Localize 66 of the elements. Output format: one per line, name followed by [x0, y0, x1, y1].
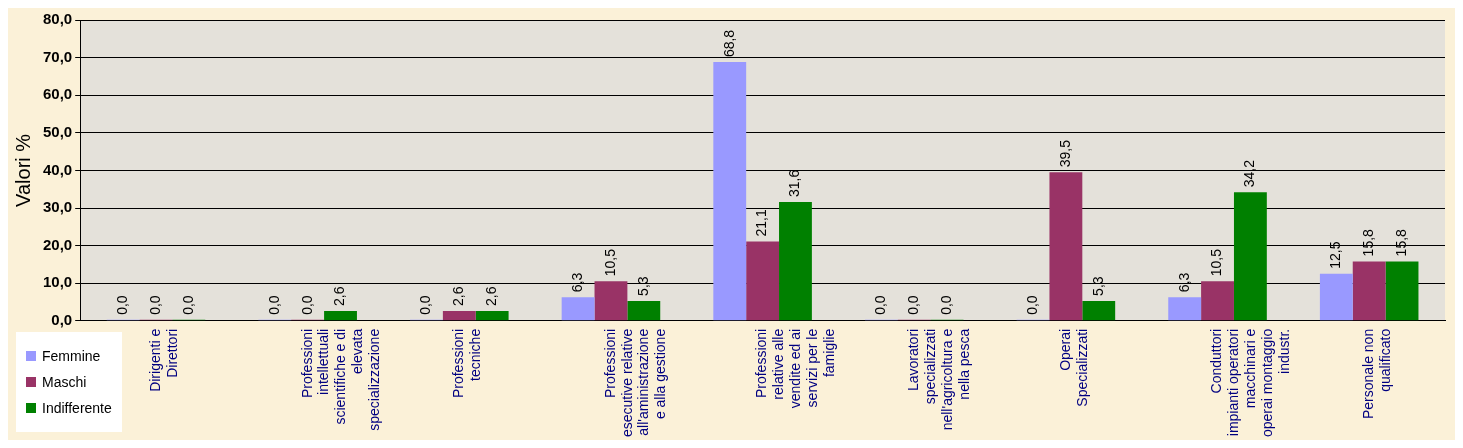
data-label: 0,0 [937, 295, 954, 315]
data-label: 0,0 [905, 295, 922, 315]
data-label: 12,5 [1327, 241, 1344, 269]
data-label: 15,8 [1392, 228, 1409, 257]
bar [713, 62, 747, 321]
legend-label: Maschi [42, 374, 87, 390]
x-tick-label: Operai Specializzati [1056, 328, 1090, 407]
bar [1233, 192, 1267, 321]
data-label: 0,0 [146, 295, 163, 315]
bar [594, 281, 628, 321]
bar [1385, 261, 1419, 321]
bar [779, 201, 812, 321]
x-tick-label: Professioni tecniche [450, 328, 483, 399]
data-label: 39,5 [1056, 139, 1073, 168]
data-label: 5,3 [634, 276, 651, 296]
x-tick-label: Professioni intellettuali scientifiche e di elevata specializzazione [298, 328, 382, 431]
data-label: 0,0 [265, 295, 282, 315]
data-label: 34,2 [1241, 159, 1258, 188]
data-label: 2,6 [483, 286, 500, 307]
bar [1082, 300, 1116, 321]
x-tick-label: Dirigenti e Direttori [146, 328, 180, 392]
x-tick-label: Conduttori impianti operatori macchinari e operai montaggio industr. [1208, 328, 1292, 437]
data-label: 0,0 [1023, 295, 1040, 315]
data-label: 2,6 [450, 286, 467, 307]
legend-label: Indifferente [42, 400, 112, 416]
data-label: 6,3 [568, 272, 585, 293]
y-tick-label: 70,0 [42, 47, 73, 65]
data-label: 2,6 [331, 286, 348, 307]
x-tick-label: Lavoratori specializzati nell'agricoltura e nella pesca [905, 328, 972, 431]
y-tick-label: 10,0 [42, 273, 73, 291]
bar [1049, 172, 1083, 321]
x-tick-label: Personale non qualificato [1360, 328, 1393, 420]
bar [324, 311, 357, 321]
data-label: 0,0 [872, 295, 889, 315]
data-label: 68,8 [720, 29, 737, 58]
data-label: 0,0 [114, 295, 131, 315]
x-tick-label: Professioni esecutive relative all'aministrazione e alla gestione [601, 328, 669, 437]
data-label: 15,8 [1360, 228, 1377, 257]
data-label: 10,5 [1208, 248, 1225, 277]
y-tick-label: 30,0 [42, 198, 73, 216]
legend-label: Femmine [42, 348, 101, 364]
y-tick-label: 80,0 [42, 10, 73, 28]
bar [561, 297, 595, 321]
data-label: 0,0 [298, 295, 315, 315]
bar [746, 241, 780, 321]
x-tick-label: Professioni relative alle vendite ed ai servizi per le famiglie [753, 328, 837, 409]
data-label: 0,0 [417, 295, 434, 315]
data-label: 31,6 [786, 169, 803, 197]
bar [1319, 273, 1353, 321]
bar [475, 311, 509, 321]
bar [442, 311, 476, 321]
y-tick-label: 60,0 [42, 85, 73, 103]
bar [627, 300, 661, 321]
y-tick-label: 0,0 [51, 310, 73, 328]
y-tick-label: 40,0 [42, 160, 73, 178]
bar [1168, 297, 1202, 321]
data-label: 21,1 [753, 209, 770, 237]
y-tick-label: 50,0 [42, 122, 73, 140]
data-label: 6,3 [1175, 272, 1192, 293]
data-label: 5,3 [1089, 276, 1106, 296]
data-label: 0,0 [179, 295, 196, 315]
bar [1352, 261, 1386, 321]
y-axis-title: Valori % [11, 133, 34, 207]
data-label: 10,5 [601, 248, 618, 277]
y-tick-label: 20,0 [42, 235, 73, 253]
bar [1201, 281, 1234, 321]
